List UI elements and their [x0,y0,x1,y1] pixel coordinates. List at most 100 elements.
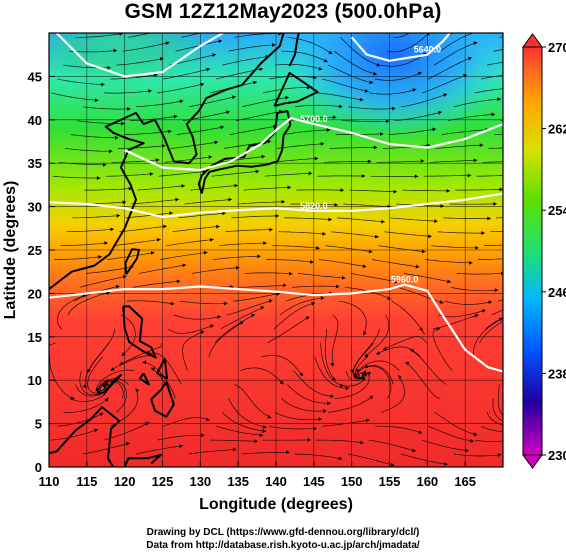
coastline [197,110,292,194]
streamline-arrow [465,448,469,453]
streamline [423,175,472,177]
streamline-arrow [267,414,272,419]
streamline-arrow [181,184,186,188]
streamline [438,309,486,318]
longitude-axis: 110 115 120 125 130 135 140 145 150 155 160 165 [39,461,476,489]
streamline [400,453,448,465]
streamline-arrow [268,299,273,303]
streamline-arrow [547,276,551,280]
streamline-arrow [499,187,503,192]
streamline-arrow [327,401,331,406]
streamline [135,445,184,455]
streamline [474,439,503,442]
coastline [138,372,150,386]
streamline [163,68,211,80]
streamline [486,412,503,426]
contour-line [49,283,503,373]
streamline-arrow [491,112,496,117]
streamline-arrow [428,234,432,239]
streamline [119,225,167,233]
streamline-arrow [41,309,45,313]
streamline [421,74,468,94]
streamline [110,74,158,80]
streamline-arrow [171,26,175,30]
streamline [228,44,276,52]
streamline [331,314,339,367]
streamline [219,242,267,247]
streamline-arrow [412,88,417,92]
streamline-arrow [222,211,226,216]
streamline-arrow [269,227,273,232]
streamline [338,300,367,336]
streamline [191,267,240,274]
streamline [432,327,453,371]
y-tick-label: 0 [35,460,42,475]
streamline-arrow [201,433,205,438]
streamline [110,355,156,371]
streamline-arrow [179,444,184,448]
x-tick-label: 135 [227,474,249,489]
streamline [231,215,279,219]
streamline [352,342,374,380]
streamline-arrow [318,417,323,422]
streamline [316,439,364,444]
streamline [87,328,116,374]
streamline-arrow [479,143,484,148]
coastline [49,33,285,290]
streamline-arrow [179,99,184,104]
colorbar-tick-label: 270 [548,40,566,55]
streamline-arrow [369,395,373,400]
colorbar-tick-label: 230 [548,448,566,463]
streamline-arrow [367,159,372,164]
streamline [111,159,160,163]
streamline-arrow [368,249,373,254]
x-axis-label: Longitude (degrees) [199,496,353,513]
streamline-arrow [328,50,333,54]
streamline [293,370,334,397]
streamline-arrow [497,97,501,102]
streamline-arrow [263,241,267,246]
streamline-arrow [288,271,293,276]
streamline [433,411,478,436]
colorbar-tick-label: 254 [548,203,566,218]
streamline-arrow [262,425,267,429]
x-tick-label: 145 [303,474,325,489]
streamline-arrow [108,149,113,154]
streamline-arrow [322,409,327,414]
streamline-arrow [200,330,205,335]
streamline-arrow [475,245,479,250]
streamline-arrow [320,296,325,301]
streamline-arrow [365,418,370,423]
streamline [275,63,323,71]
streamline-arrow [104,397,109,402]
streamline-arrow [101,82,105,87]
streamline [433,42,478,66]
streamline [82,442,130,455]
streamline [294,104,343,108]
coastline [122,305,157,359]
colorbar-tick-label: 246 [548,285,566,300]
streamline [116,57,164,66]
streamline [381,52,427,67]
streamline [51,92,99,101]
streamline [409,349,447,385]
streamline [453,453,502,457]
streamline-arrow [228,197,232,202]
streamline-arrow [385,119,390,124]
streamline-arrow [434,219,438,224]
streamline [264,172,313,177]
streamline [213,255,261,260]
streamline [98,380,124,399]
streamline [220,306,265,330]
streamline-arrow [414,174,419,179]
streamline [447,113,496,122]
streamline-arrow [203,250,208,255]
streamline [476,175,503,177]
streamline [222,412,267,432]
streamline [487,61,503,66]
streamline [129,115,178,122]
streamline-arrow [155,158,160,163]
streamline-arrow [170,301,175,306]
streamline [64,148,113,152]
streamline [281,50,328,63]
